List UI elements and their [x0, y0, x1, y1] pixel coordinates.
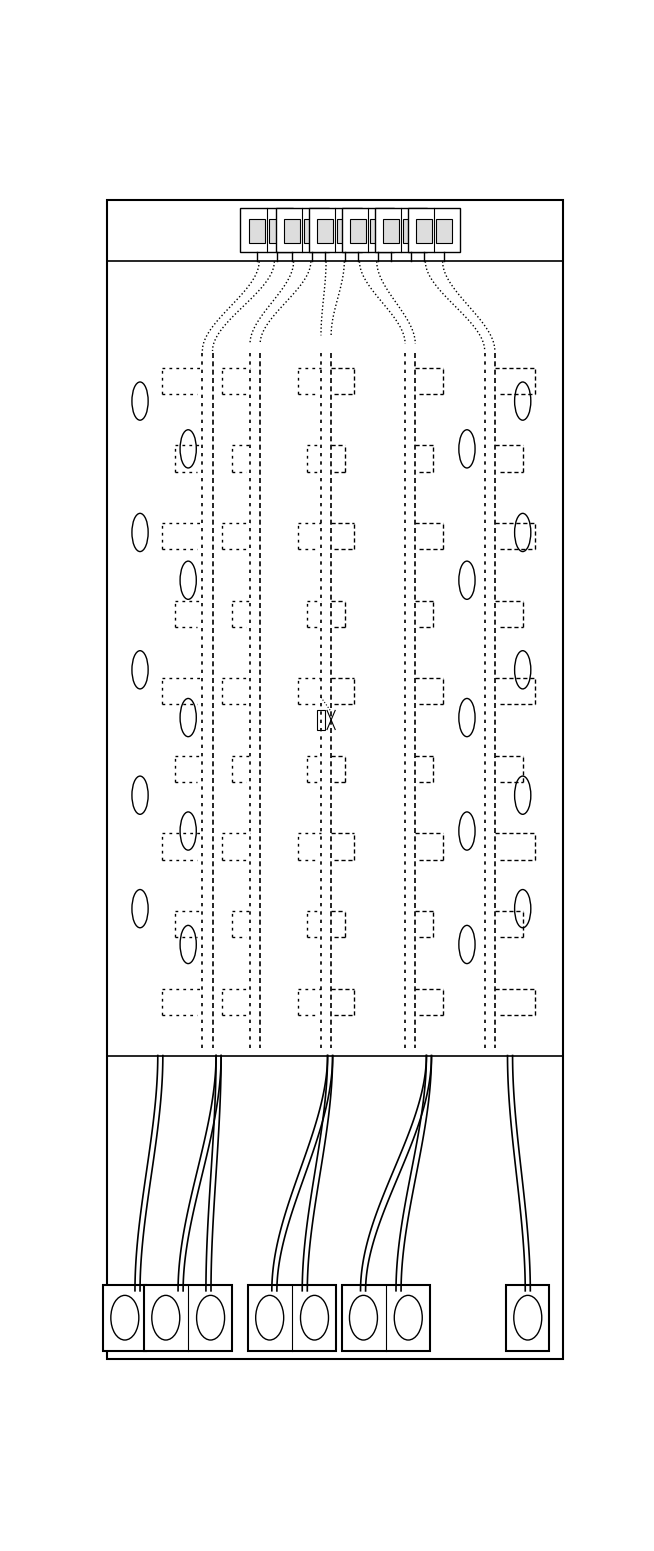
Polygon shape	[506, 1284, 549, 1351]
Polygon shape	[370, 219, 387, 244]
Polygon shape	[342, 1284, 430, 1351]
Ellipse shape	[256, 1295, 284, 1340]
Polygon shape	[107, 200, 563, 1359]
Ellipse shape	[300, 1295, 328, 1340]
Polygon shape	[342, 208, 394, 251]
Ellipse shape	[152, 1295, 180, 1340]
Polygon shape	[436, 219, 453, 244]
Polygon shape	[383, 219, 399, 244]
Polygon shape	[407, 208, 460, 251]
Ellipse shape	[197, 1295, 224, 1340]
Polygon shape	[309, 208, 362, 251]
Ellipse shape	[111, 1295, 139, 1340]
Ellipse shape	[514, 1295, 542, 1340]
Polygon shape	[284, 219, 300, 244]
Polygon shape	[403, 219, 419, 244]
Polygon shape	[317, 219, 333, 244]
Polygon shape	[276, 208, 328, 251]
Polygon shape	[145, 1284, 232, 1351]
Polygon shape	[350, 219, 366, 244]
Polygon shape	[375, 208, 428, 251]
Polygon shape	[317, 710, 325, 729]
Polygon shape	[269, 219, 285, 244]
Polygon shape	[248, 1284, 336, 1351]
Polygon shape	[416, 219, 432, 244]
Polygon shape	[337, 219, 353, 244]
Ellipse shape	[394, 1295, 422, 1340]
Polygon shape	[249, 219, 265, 244]
Polygon shape	[304, 219, 320, 244]
Ellipse shape	[349, 1295, 377, 1340]
Polygon shape	[103, 1284, 146, 1351]
Polygon shape	[241, 208, 293, 251]
